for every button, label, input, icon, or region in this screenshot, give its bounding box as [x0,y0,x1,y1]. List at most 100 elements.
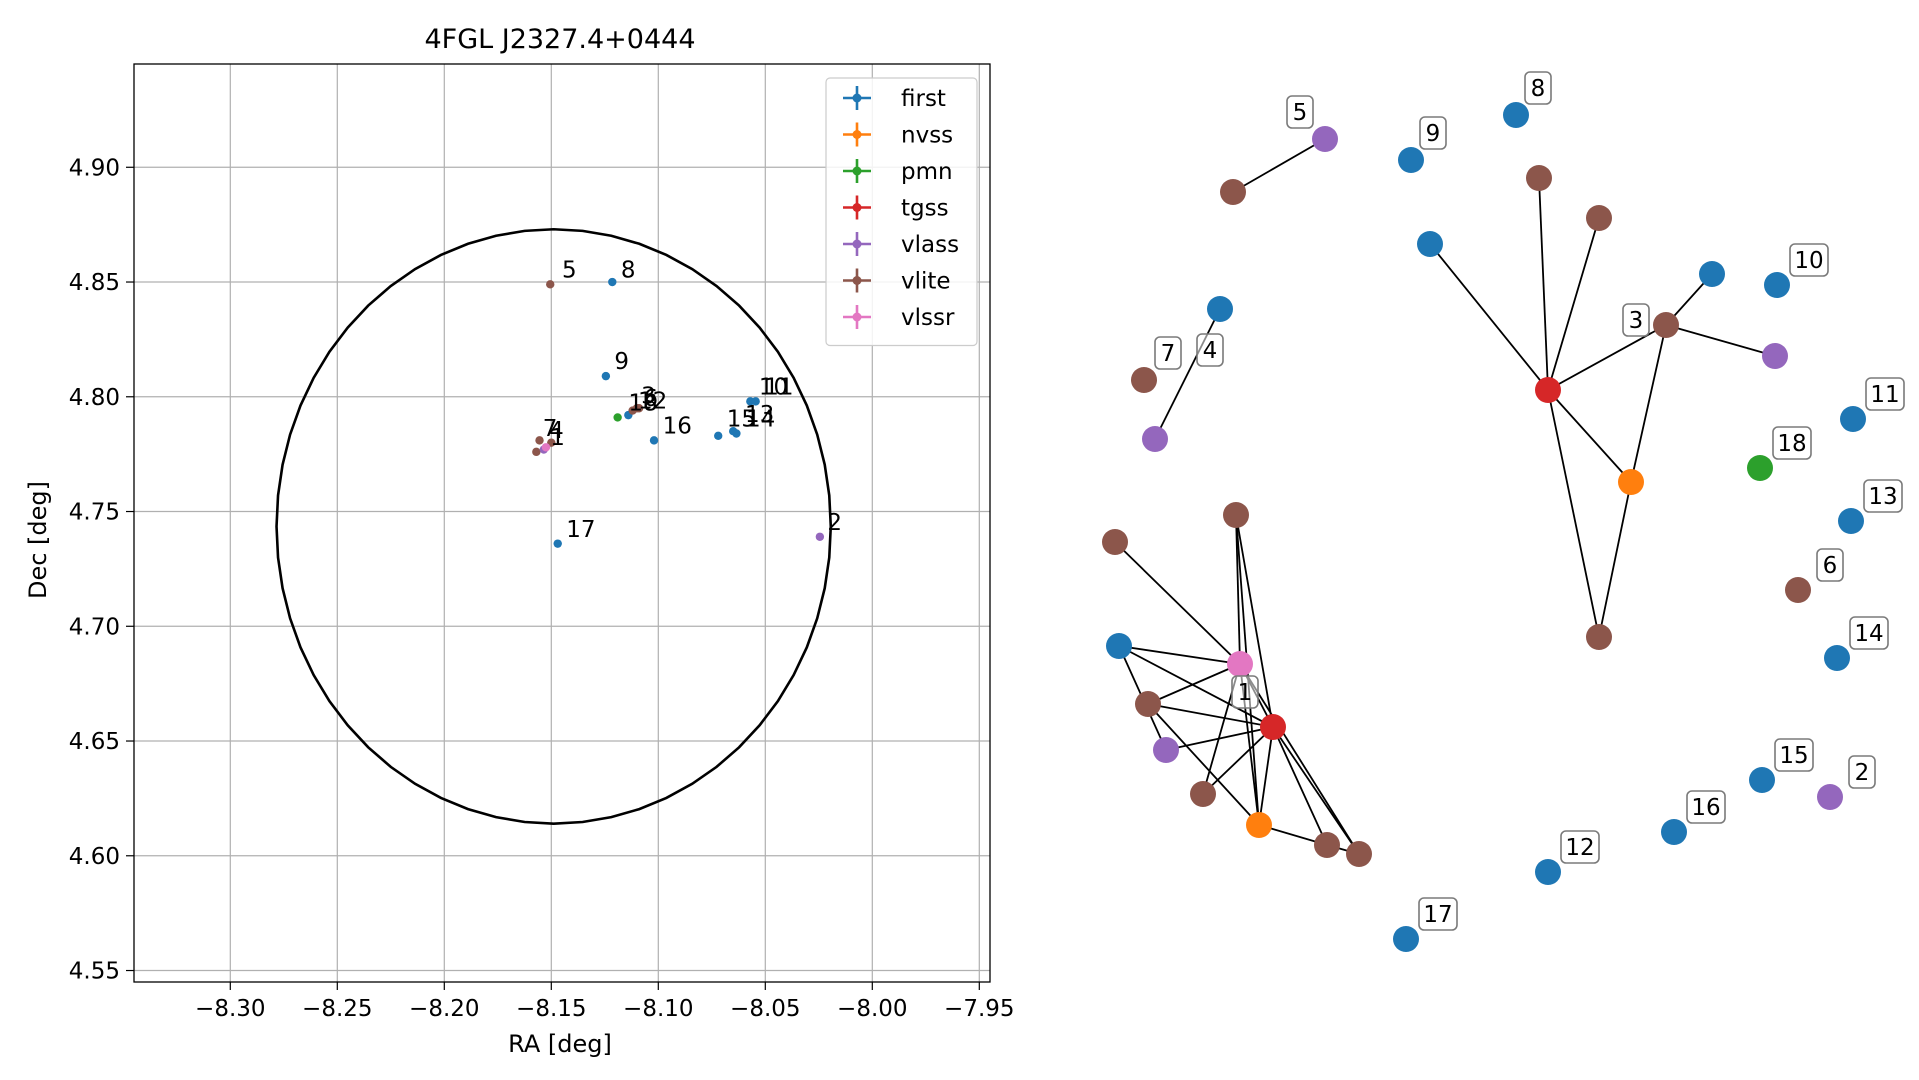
graph-label-box [1622,303,1650,337]
point-annotation: 11 [764,374,793,400]
chart-title: 4FGL J2327.4+0444 [424,24,695,55]
y-tick-label: 4.75 [69,500,120,526]
x-tick-label: −8.10 [623,996,693,1022]
data-point-vlite [532,447,541,457]
point-annotation: 9 [614,349,629,375]
graph-node-vlite [1220,179,1246,205]
graph-node-vlass [1153,737,1179,763]
data-point-first [601,371,611,381]
graph-node-label: 9 [1426,121,1441,147]
graph-node-first [1838,508,1864,534]
data-point-first [751,397,760,406]
graph-label-box [1865,377,1905,411]
point-annotation: 6 [643,386,658,412]
circle-layer [275,227,833,825]
graph-node-label: 2 [1855,760,1870,786]
graph-node-label: 1 [1238,680,1253,706]
graph-edge [1547,389,1600,638]
y-tick-label: 4.55 [69,959,120,985]
data-point-pmn [613,413,622,422]
legend-marker-dot [852,276,862,285]
y-tick-label: 4.80 [69,385,120,411]
graph-label-box [1816,548,1844,582]
graph-label-box [1196,333,1224,367]
x-tick-label: −8.25 [302,996,372,1022]
graph-node-vlite [1190,781,1216,807]
legend-label: vlass [901,232,959,258]
graph-node-first [1661,819,1687,845]
graph-labels: 5 9 8 4 7 3 10 11 18 13 6 14 15 2 16 12 17 1 [1154,71,1905,931]
legend-marker-dot [852,166,862,176]
graph-edge [1118,645,1241,665]
graph-node-label: 14 [1854,621,1883,647]
graph-node-first [1840,406,1866,432]
graph-edge [1235,514,1241,665]
data-point-vlite [535,436,544,445]
graph-node-first [1503,102,1529,128]
graph-edge [1165,726,1274,751]
graph-node-label: 4 [1203,338,1218,364]
data-point-first [608,277,617,287]
legend-marker-dot [852,239,862,249]
graph-node-vlite [1785,577,1811,603]
graph-node-tgss [1535,377,1561,403]
graph-label-box [1774,738,1814,772]
point-annotation: 15 [727,407,756,433]
graph-label-box [1286,95,1314,129]
graph-edge [1147,663,1241,705]
graph-node-label: 5 [1293,100,1308,126]
graph-label-box [1524,71,1552,105]
y-tick-label: 4.90 [69,155,120,181]
graph-edge [1118,645,1274,728]
point-annotation: 14 [746,407,775,433]
y-tick-label: 4.70 [69,614,120,640]
graph-node-vlite [1135,691,1161,717]
graph-node-first [1824,645,1850,671]
graph-node-vlass [1817,784,1843,810]
point-annotation: 3 [641,384,656,410]
graph-edge [1154,308,1221,440]
graph-node-pmn [1747,455,1773,481]
graph-node-first [1393,926,1419,952]
x-tick-label: −8.00 [837,996,907,1022]
legend-marker-dot [852,130,862,139]
graph-edge [1547,217,1600,391]
graph-edge [1258,726,1274,826]
graph-node-first [1535,859,1561,885]
graph-node-label: 12 [1565,835,1594,861]
axis-ticks: −8.30 −8.25 −8.20 −8.15 −8.10 −8.05 −8.00 −7.95… [69,155,1015,1022]
graph-edge [1235,514,1274,728]
graph-node-vlite [1586,624,1612,650]
graph-node-nvss [1618,469,1644,495]
legend-marker-dot [852,203,862,212]
data-point-first [714,431,723,440]
graph-label-box [1848,755,1876,789]
graph-label-box [1419,116,1447,150]
graph-edge [1202,726,1274,795]
point-annotation: 8 [621,257,636,283]
point-annotation: 1 [550,425,565,451]
graph-edge [1598,481,1632,638]
graph-node-first [1764,272,1790,298]
y-axis-label: Dec [deg] [24,481,52,599]
graph-node-label: 15 [1779,743,1808,769]
graph-edge [1547,389,1632,483]
legend-label: tgss [901,196,949,222]
data-point-vlass [815,532,825,541]
graph-nodes [1102,102,1866,952]
graph-node-label: 16 [1691,795,1720,821]
graph-edge [1147,703,1274,728]
graph-edge [1147,703,1260,826]
graph-node-nvss [1246,812,1272,838]
graph-node-label: 3 [1629,308,1644,334]
graph-label-box [1418,897,1458,931]
x-axis-label: RA [deg] [508,1030,612,1058]
graph-node-first [1106,633,1132,659]
graph-edge [1114,541,1241,665]
graph-label-box [1863,479,1903,513]
x-tick-label: −8.30 [195,996,265,1022]
graph-edge [1232,138,1326,193]
legend: first nvss pmn tgss vlass vlite vlssr [825,77,978,347]
legend-label: first [901,86,946,112]
